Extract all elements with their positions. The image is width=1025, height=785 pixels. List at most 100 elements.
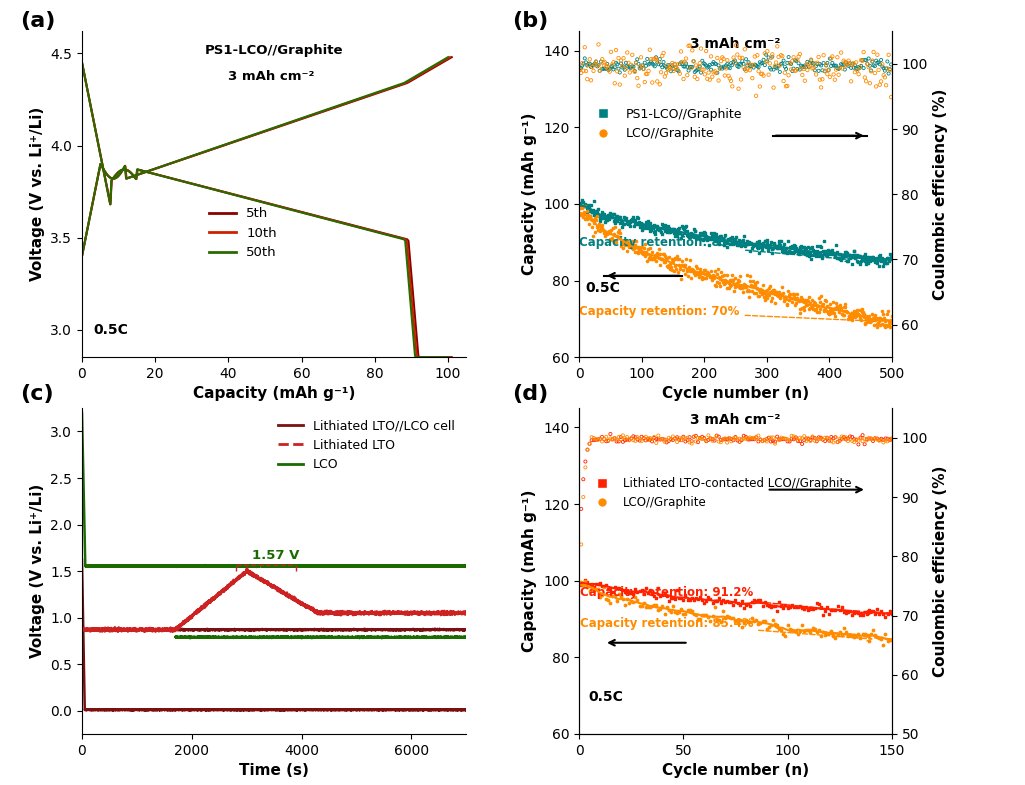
Point	[853, 60, 869, 72]
Point	[843, 249, 859, 261]
Text: 3 mAh cm⁻²: 3 mAh cm⁻²	[690, 414, 781, 428]
Point	[619, 244, 636, 257]
Point	[781, 294, 797, 306]
Point	[847, 305, 863, 318]
Point	[668, 230, 685, 243]
Point	[822, 246, 838, 259]
Point	[587, 225, 604, 238]
Point	[675, 432, 692, 444]
Point	[662, 225, 679, 238]
Point	[735, 236, 751, 249]
Point	[611, 231, 627, 243]
Point	[757, 294, 774, 306]
Point	[798, 248, 815, 261]
Point	[768, 239, 784, 252]
Point	[879, 257, 896, 269]
Point	[648, 598, 664, 611]
Point	[688, 260, 704, 272]
Point	[853, 254, 869, 267]
Point	[800, 56, 816, 68]
Point	[779, 601, 795, 614]
Point	[806, 245, 822, 257]
Point	[697, 68, 713, 81]
Point	[785, 246, 802, 258]
Point	[621, 66, 638, 78]
Point	[616, 238, 632, 250]
Point	[617, 586, 633, 599]
Point	[817, 605, 833, 618]
Point	[698, 232, 714, 245]
Point	[645, 221, 661, 234]
Point	[782, 241, 798, 254]
Point	[746, 279, 763, 292]
Point	[805, 240, 821, 253]
Point	[676, 221, 693, 233]
Point	[879, 62, 896, 75]
Point	[587, 214, 604, 226]
Point	[576, 206, 592, 218]
Point	[664, 59, 681, 71]
Point	[796, 75, 813, 87]
Point	[702, 433, 719, 445]
Point	[710, 236, 727, 248]
Point	[698, 268, 714, 281]
Point	[644, 246, 660, 258]
Point	[634, 223, 651, 235]
Point	[871, 250, 888, 262]
Point	[863, 65, 879, 78]
Point	[848, 250, 864, 263]
Point	[652, 248, 668, 261]
Point	[599, 228, 615, 241]
Point	[601, 63, 617, 75]
Point	[746, 50, 763, 63]
Point	[769, 40, 785, 53]
Point	[818, 59, 834, 71]
Point	[686, 430, 702, 443]
Point	[773, 288, 789, 301]
Point	[627, 590, 644, 603]
Point	[782, 291, 798, 304]
Point	[580, 59, 597, 71]
Point	[882, 248, 898, 261]
Point	[609, 229, 625, 242]
Point	[801, 60, 817, 73]
Point	[831, 298, 848, 311]
Point	[802, 241, 818, 254]
Point	[762, 61, 778, 74]
Point	[826, 74, 843, 86]
Point	[688, 429, 704, 442]
Point	[827, 604, 844, 616]
Point	[849, 304, 865, 316]
Point	[723, 433, 739, 445]
Point	[830, 305, 847, 318]
Point	[859, 434, 875, 447]
Point	[740, 598, 756, 611]
Point	[726, 56, 742, 68]
Point	[590, 38, 607, 51]
Point	[803, 603, 819, 615]
Point	[695, 263, 711, 276]
Point	[748, 595, 765, 608]
Point	[623, 433, 640, 445]
Point	[851, 309, 867, 321]
Point	[803, 301, 819, 313]
Point	[734, 433, 750, 446]
Point	[736, 429, 752, 442]
Point	[846, 245, 862, 257]
Point	[579, 581, 596, 593]
Point	[575, 579, 591, 591]
Point	[694, 227, 710, 239]
Point	[630, 217, 647, 230]
Point	[655, 56, 671, 68]
Point	[777, 290, 793, 303]
Point	[628, 235, 645, 247]
Point	[681, 231, 697, 243]
Point	[632, 61, 649, 74]
Point	[822, 53, 838, 65]
Point	[874, 254, 891, 266]
Point	[761, 432, 777, 444]
Point	[695, 64, 711, 76]
Point	[789, 434, 806, 447]
Point	[584, 60, 601, 73]
Point	[666, 223, 683, 235]
